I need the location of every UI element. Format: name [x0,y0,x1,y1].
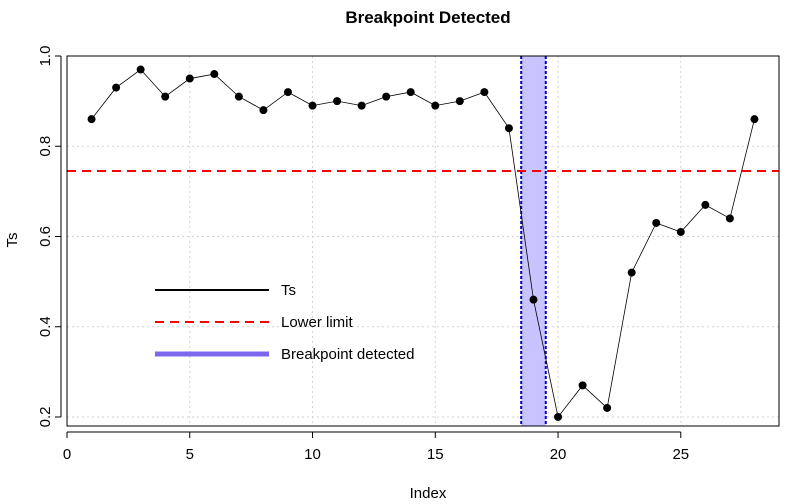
y-tick-label: 0.4 [37,316,54,337]
data-point [234,92,243,101]
x-tick-label: 25 [672,446,689,463]
x-tick-label: 5 [186,446,194,463]
y-tick-label: 0.6 [37,226,54,247]
x-axis-label: Index [410,485,447,502]
data-point [480,88,489,97]
data-point [161,92,170,101]
x-tick-label: 10 [304,446,321,463]
data-point [185,74,194,83]
y-axis: 0.2 0.4 0.6 0.8 1.0 [37,46,62,428]
legend: Ts Lower limit Breakpoint detected [155,282,414,363]
y-tick-label: 1.0 [37,46,54,67]
x-tick-label: 15 [427,446,444,463]
data-point [382,92,391,101]
x-tick-label: 20 [550,446,567,463]
data-point [652,218,661,227]
series-line [91,69,755,418]
data-point [259,106,268,115]
y-axis-label: Ts [4,233,21,248]
data-point [455,97,464,106]
x-axis: 0 5 10 15 20 25 [63,431,689,463]
data-point [627,268,636,277]
data-point [136,65,145,74]
grid-lines [66,55,779,426]
data-point [750,115,759,124]
data-point [87,115,96,124]
data-point [112,83,121,92]
ts-series [87,65,759,421]
data-point [504,124,513,133]
y-tick-label: 0.2 [37,407,54,428]
plot-frame [66,55,780,427]
chart-title: Breakpoint Detected [345,8,510,27]
data-point [283,88,292,97]
data-point [578,381,587,390]
y-tick-label: 0.8 [37,136,54,157]
legend-label: Ts [281,282,296,299]
x-tick-label: 0 [63,446,71,463]
data-point [210,70,219,79]
data-point [676,227,685,236]
legend-label: Breakpoint detected [281,346,414,363]
data-point [357,101,366,110]
data-point [406,88,415,97]
legend-label: Lower limit [281,314,354,331]
data-point [603,403,612,412]
data-point [308,101,317,110]
data-point [554,412,563,421]
data-point [431,101,440,110]
data-point [725,214,734,223]
data-point [701,200,710,209]
data-point [333,97,342,106]
data-point [529,295,538,304]
